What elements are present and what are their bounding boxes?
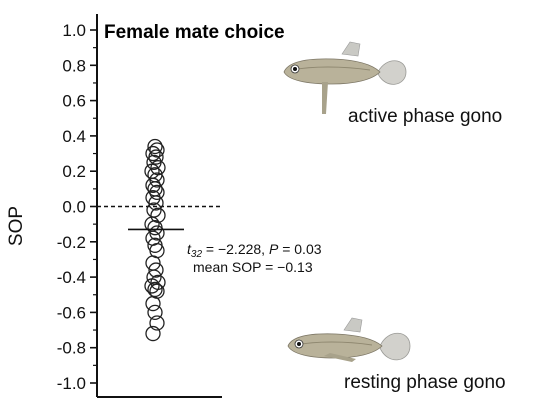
y-axis-title: SOP xyxy=(6,206,27,246)
y-tick-label: 1.0 xyxy=(62,21,86,40)
p-value: = 0.03 xyxy=(278,241,321,257)
data-point xyxy=(149,142,165,158)
y-tick-label: -0.2 xyxy=(57,233,86,252)
y-tick-label: 0.2 xyxy=(62,162,86,181)
chart-title: Female mate choice xyxy=(104,22,285,43)
y-tick-labels: 1.0 0.8 0.6 0.4 0.2 0.0 -0.2 -0.4 -0.6 -0.8 -1.0 xyxy=(57,21,86,393)
data-point xyxy=(146,269,162,285)
data-point xyxy=(148,262,164,278)
data-point xyxy=(146,154,162,171)
data-point xyxy=(144,278,160,294)
label-active-phase: active phase gono xyxy=(348,106,502,127)
y-axis xyxy=(96,14,222,398)
y-tick-label: 0.4 xyxy=(62,127,86,146)
y-tick-label: -1.0 xyxy=(57,374,86,393)
data-point xyxy=(145,295,161,312)
t-subscript: 32 xyxy=(191,249,203,260)
y-tick-label: 0.6 xyxy=(62,92,86,111)
y-tick-label: -0.8 xyxy=(57,339,86,358)
y-tick-label: -0.6 xyxy=(57,303,86,322)
data-point xyxy=(149,225,165,241)
t-value: = −2.228, xyxy=(202,241,269,257)
y-tick-label: -0.4 xyxy=(57,268,86,287)
mean-sop-text: mean SOP = −0.13 xyxy=(193,259,313,275)
p-symbol: P xyxy=(269,241,279,257)
label-resting-phase: resting phase gono xyxy=(344,372,506,393)
data-points xyxy=(144,138,166,342)
data-point xyxy=(149,184,165,201)
data-point xyxy=(148,195,164,211)
t-symbol: t xyxy=(187,241,192,257)
y-tick-label: 0.0 xyxy=(62,198,86,217)
data-point xyxy=(150,207,166,223)
data-point xyxy=(145,325,161,342)
y-ticks xyxy=(90,29,97,384)
data-point xyxy=(149,315,165,331)
t-test-stat: t32 = −2.228, P = 0.03 xyxy=(187,241,322,260)
data-point xyxy=(147,138,163,155)
data-point xyxy=(147,304,163,321)
data-point xyxy=(145,177,161,193)
data-point xyxy=(149,172,165,188)
data-point xyxy=(145,145,161,162)
fish-illustration-active xyxy=(283,41,407,114)
y-tick-label: 0.8 xyxy=(62,56,86,75)
fish-illustration-resting xyxy=(287,317,411,362)
